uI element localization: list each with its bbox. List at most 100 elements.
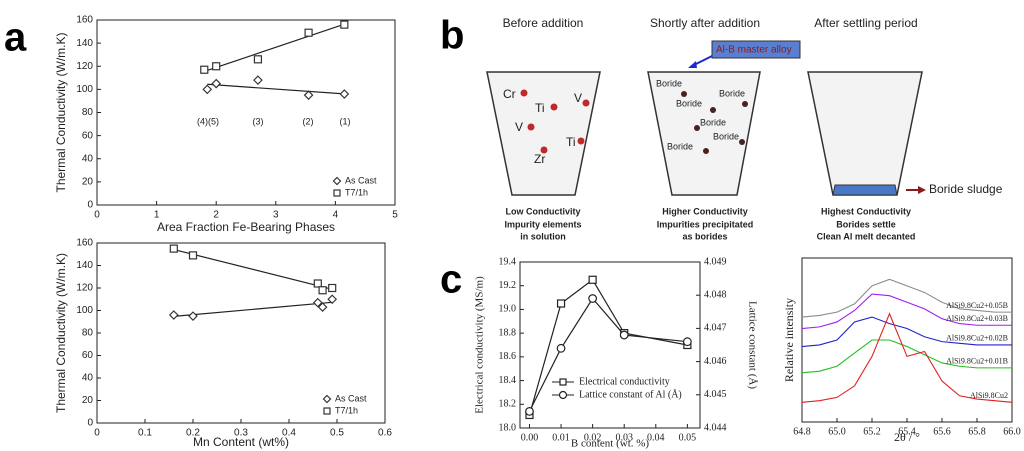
caption: Clean Al melt decanted [817,231,916,241]
panel-label: a [4,16,27,60]
y-tick-label: 19.4 [499,256,517,267]
x-axis-title: Mn Content (wt%) [193,435,289,449]
legend-label: AlSi9.8Cu2 [970,391,1008,400]
step-title: Shortly after addition [650,16,760,30]
y2-tick-label: 4.048 [704,289,727,300]
caption: Low Conductivity [506,206,581,216]
legend-symbol [332,176,342,186]
point [304,28,313,37]
x-axis-title: 2θ / ° [894,430,920,444]
point [168,310,179,320]
y-tick-label: 100 [76,84,93,95]
chart: 0 20 40 60 80 100 120 140 160 0 0.1 0.2 0.3 0.4 0.5 0.6… [54,238,392,450]
y-tick-label: 0 [87,418,93,429]
legend-label: AlSi9.8Cu2+0.02B [946,334,1008,343]
legend-label: Lattice constant of Al (Å) [579,388,682,400]
y-tick-label: 0 [87,200,93,211]
fit-line [173,301,333,318]
legend-label: AlSi9.8Cu2+0.05B [946,301,1008,310]
y-axis-title: Thermal Conductivity (W/m.K) [54,32,68,192]
element-label: Ti [566,135,576,149]
caption: in solution [520,231,566,241]
x-tick-label: 65.4 [898,426,916,437]
legend-label: AlSi9.8Cu2+0.03B [946,314,1008,323]
series-line [801,339,1012,374]
point [212,62,221,71]
legend-label: T7/1h [345,187,368,197]
point [340,20,349,29]
legend-symbol [333,189,341,197]
y-tick-label: 18.0 [499,422,517,433]
caption: Impurity elements [504,219,581,229]
x-tick-label: 0.03 [615,432,633,443]
legend-symbol [322,394,332,404]
y-tick-label: 120 [76,61,93,72]
y-axis-title: Thermal Conductivity (W/m.K) [54,253,68,413]
y-tick-label: 18.8 [499,327,517,338]
caption: Higher Conductivity [662,206,748,216]
dot [681,91,687,97]
dot [742,101,748,107]
point [313,279,322,288]
boride-dots [681,91,748,154]
y-axis-title: Electrical conductivity (MS/m) [474,276,486,414]
chart: 18.0 18.2 18.4 18.6 18.8 19.0 19.2 19.4 4.044 4.0… [474,256,759,449]
boride-label: Boride [667,141,693,151]
y-tick-label: 18.2 [499,399,517,410]
beaker [807,71,923,196]
legend-label: As Cast [335,393,367,403]
caption: Impurities precipitated [657,219,754,229]
master-alloy-box [711,40,801,59]
series-line [801,316,1012,348]
point [312,297,323,308]
annotation: (1) [340,116,351,126]
step-title: After settling period [814,16,917,30]
chart: 0 20 40 60 80 100 120 140 160 0 1 2 3 4 5 Area Fraction… [54,15,398,235]
point [328,283,337,293]
x-tick-label: 2 [213,210,219,221]
fit-line [207,83,345,95]
point [200,65,209,74]
plot-frame [519,261,701,429]
point [318,286,327,295]
series-line [801,278,1012,318]
boride-label: Boride [719,88,745,98]
point [339,89,350,99]
x-tick-label: 4 [333,210,339,221]
caption: as borides [682,231,727,241]
x-tick-label: 0.3 [234,428,248,439]
y-tick-label: 100 [76,305,93,316]
point [253,55,263,64]
legend-symbol [558,390,568,400]
annotation: (3) [253,116,264,126]
dot [739,139,745,145]
beaker [647,71,761,196]
y-tick-label: 60 [82,130,94,141]
x-tick-label: 0 [94,210,100,221]
x-tick-label: 0.02 [584,432,602,443]
y-tick-label: 18.6 [499,351,517,362]
point [202,84,213,95]
legend-label: AlSi9.8Cu2+0.01B [946,357,1008,366]
panel-label: c [440,258,462,302]
arrow-head [688,61,697,68]
boride-label: Boride [676,98,702,108]
boride-label: Boride [700,117,726,127]
element-label: Cr [503,87,516,101]
y2-tick-label: 4.045 [704,389,727,400]
point [327,294,338,305]
x-axis-title: B content (wt. %) [571,438,650,450]
chart: 64.8 65.0 65.2 65.4 65.6 65.8 66.0 2θ / ° Relati… [782,257,1021,444]
x-tick-label: 0.5 [330,428,344,439]
y-tick-label: 20 [82,395,94,406]
y-tick-label: 18.4 [499,375,517,386]
element-label: V [574,91,582,105]
annotation: (2) [303,116,314,126]
y-tick-label: 19.2 [499,280,517,291]
x-tick-label: 0.01 [552,432,570,443]
legend-symbol [559,378,567,386]
annotation: (4)(5) [197,116,219,126]
sludge-label: Boride sludge [929,182,1003,196]
y-axis-title: Relative intensity [782,298,796,382]
x-tick-label: 65.2 [863,426,881,437]
